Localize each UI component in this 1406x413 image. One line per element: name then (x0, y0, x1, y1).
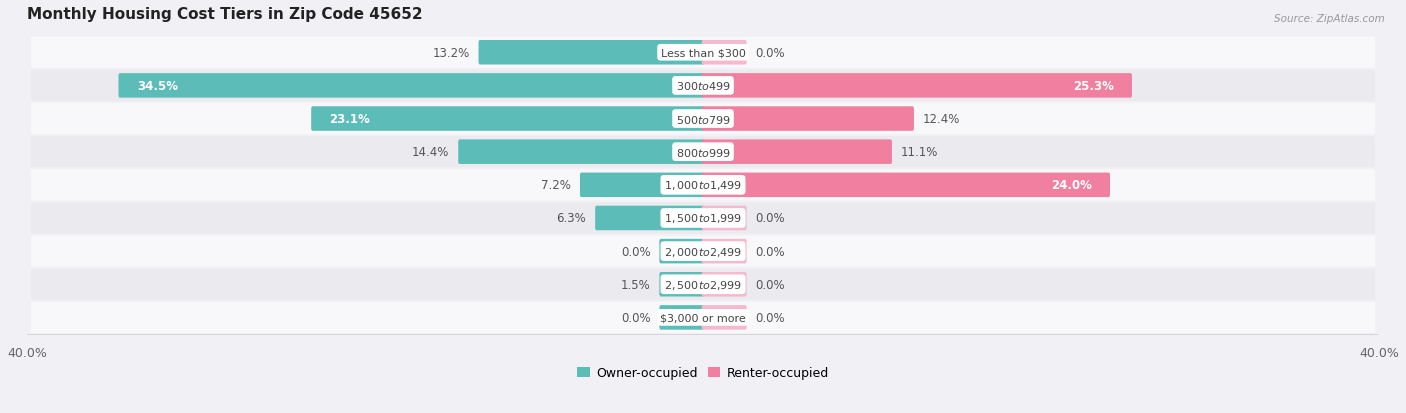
Text: Source: ZipAtlas.com: Source: ZipAtlas.com (1274, 14, 1385, 24)
FancyBboxPatch shape (659, 272, 704, 297)
FancyBboxPatch shape (118, 74, 704, 98)
FancyBboxPatch shape (595, 206, 704, 231)
Text: 7.2%: 7.2% (541, 179, 571, 192)
Text: 24.0%: 24.0% (1050, 179, 1092, 192)
FancyBboxPatch shape (31, 236, 1375, 267)
Text: 1.5%: 1.5% (621, 278, 651, 291)
FancyBboxPatch shape (702, 140, 891, 164)
Text: Less than $300: Less than $300 (661, 48, 745, 58)
FancyBboxPatch shape (702, 305, 747, 330)
FancyBboxPatch shape (579, 173, 704, 197)
Text: Monthly Housing Cost Tiers in Zip Code 45652: Monthly Housing Cost Tiers in Zip Code 4… (27, 7, 423, 22)
FancyBboxPatch shape (31, 104, 1375, 135)
Text: 14.4%: 14.4% (412, 146, 450, 159)
FancyBboxPatch shape (659, 305, 704, 330)
FancyBboxPatch shape (702, 239, 747, 264)
Text: 0.0%: 0.0% (755, 47, 785, 59)
FancyBboxPatch shape (702, 107, 914, 131)
FancyBboxPatch shape (31, 38, 1375, 69)
FancyBboxPatch shape (702, 173, 1109, 197)
FancyBboxPatch shape (31, 170, 1375, 201)
FancyBboxPatch shape (31, 203, 1375, 234)
Text: 0.0%: 0.0% (755, 212, 785, 225)
Text: 0.0%: 0.0% (755, 278, 785, 291)
Text: $2,500 to $2,999: $2,500 to $2,999 (664, 278, 742, 291)
Text: $300 to $499: $300 to $499 (675, 80, 731, 92)
FancyBboxPatch shape (659, 239, 704, 264)
Text: 23.1%: 23.1% (329, 113, 370, 126)
FancyBboxPatch shape (702, 41, 747, 65)
Text: 0.0%: 0.0% (621, 311, 651, 324)
FancyBboxPatch shape (702, 206, 747, 231)
Text: $3,000 or more: $3,000 or more (661, 313, 745, 323)
FancyBboxPatch shape (478, 41, 704, 65)
FancyBboxPatch shape (702, 272, 747, 297)
Text: 0.0%: 0.0% (755, 311, 785, 324)
Text: 34.5%: 34.5% (136, 80, 177, 93)
Text: 0.0%: 0.0% (621, 245, 651, 258)
FancyBboxPatch shape (31, 269, 1375, 300)
Text: $2,000 to $2,499: $2,000 to $2,499 (664, 245, 742, 258)
FancyBboxPatch shape (458, 140, 704, 164)
FancyBboxPatch shape (31, 302, 1375, 333)
Text: 13.2%: 13.2% (433, 47, 470, 59)
Legend: Owner-occupied, Renter-occupied: Owner-occupied, Renter-occupied (572, 361, 834, 384)
Text: 0.0%: 0.0% (755, 245, 785, 258)
FancyBboxPatch shape (702, 74, 1132, 98)
Text: $1,500 to $1,999: $1,500 to $1,999 (664, 212, 742, 225)
Text: 12.4%: 12.4% (922, 113, 960, 126)
Text: $800 to $999: $800 to $999 (675, 146, 731, 158)
FancyBboxPatch shape (31, 71, 1375, 102)
FancyBboxPatch shape (31, 137, 1375, 168)
FancyBboxPatch shape (311, 107, 704, 131)
Text: $500 to $799: $500 to $799 (675, 113, 731, 125)
Text: 25.3%: 25.3% (1073, 80, 1114, 93)
Text: 11.1%: 11.1% (901, 146, 938, 159)
Text: 6.3%: 6.3% (557, 212, 586, 225)
Text: $1,000 to $1,499: $1,000 to $1,499 (664, 179, 742, 192)
